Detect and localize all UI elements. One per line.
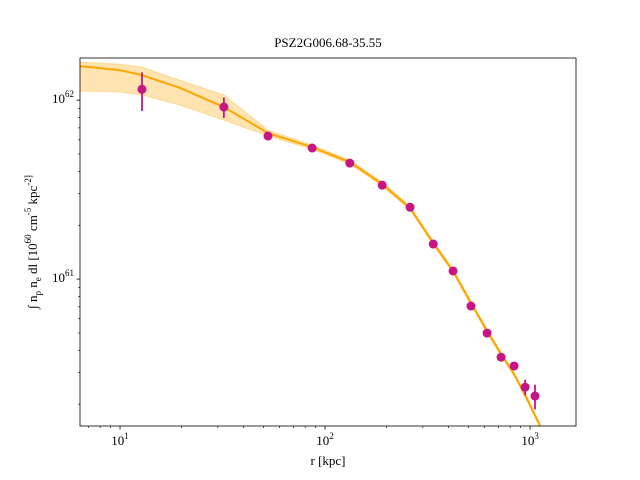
data-point	[520, 382, 530, 392]
x-tick-label: 101	[111, 431, 129, 448]
data-point	[509, 361, 519, 371]
data-point	[219, 102, 229, 112]
data-point	[405, 202, 415, 212]
data-point	[482, 328, 492, 338]
data-point	[496, 352, 506, 362]
data-point	[428, 239, 438, 249]
chart-title: PSZ2G006.68-35.55	[274, 35, 382, 50]
y-tick-label: 1062	[52, 89, 74, 106]
plot-frame	[79, 57, 577, 427]
data-point	[377, 180, 387, 190]
x-tick-label: 102	[316, 431, 334, 448]
data-point	[466, 301, 476, 311]
x-tick-label: 103	[521, 431, 539, 448]
data-point	[530, 391, 540, 401]
y-tick-label: 1061	[52, 268, 74, 285]
data-point	[345, 158, 355, 168]
data-point	[448, 266, 458, 276]
data-point	[307, 143, 317, 153]
data-point	[263, 131, 273, 141]
x-axis-label: r [kpc]	[310, 453, 345, 468]
data-point	[137, 84, 147, 94]
y-axis-label: ∫ np ne dl [1060 cm-5 kpc-2]	[23, 175, 43, 310]
